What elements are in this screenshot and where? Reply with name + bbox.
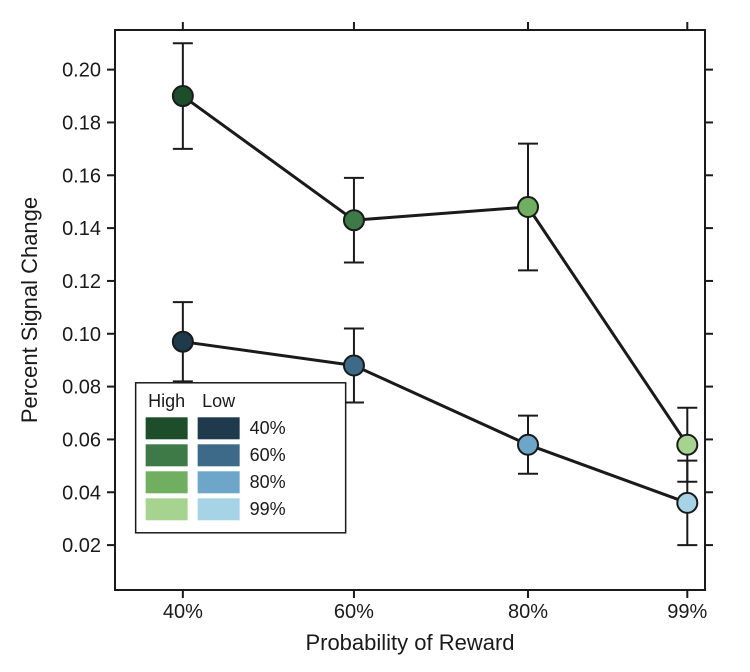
marker-high [518,197,538,217]
marker-low [518,435,538,455]
x-tick-label: 80% [508,601,548,623]
chart-container: 0.02 0.04 0.06 0.08 0.10 0.12 0.14 0.16 0.18 0.20… [0,0,750,672]
y-tick-label: 0.06 [62,429,101,451]
y-tick-label: 0.20 [62,60,101,82]
y-tick-label: 0.08 [62,377,101,399]
marker-low [677,493,697,513]
marker-low [173,332,193,352]
legend-header-low: Low [202,391,236,411]
legend-swatch-low [198,444,240,466]
legend-swatch-high [146,417,188,439]
marker-high [677,435,697,455]
y-tick-label: 0.12 [62,271,101,293]
marker-low [344,355,364,375]
marker-high [173,86,193,106]
y-tick-label: 0.14 [62,218,101,240]
chart-svg: 0.02 0.04 0.06 0.08 0.10 0.12 0.14 0.16 0.18 0.20… [0,0,750,672]
legend-row-label: 99% [250,499,286,519]
legend-header-high: High [148,391,185,411]
x-tick-label: 40% [163,601,203,623]
legend-swatch-low [198,498,240,520]
y-axis-label: Percent Signal Change [17,197,42,423]
legend-swatch-low [198,417,240,439]
x-tick-label: 99% [667,601,707,623]
y-tick-label: 0.10 [62,324,101,346]
x-axis-label: Probability of Reward [305,630,514,655]
y-tick-label: 0.02 [62,535,101,557]
legend-swatch-high [146,444,188,466]
legend: High Low 40% 60% 80% 99% [136,383,346,533]
y-tick-label: 0.16 [62,165,101,187]
legend-row-label: 80% [250,472,286,492]
legend-swatch-high [146,498,188,520]
x-tick-label: 60% [334,601,374,623]
legend-swatch-low [198,471,240,493]
legend-row-label: 40% [250,418,286,438]
y-tick-label: 0.18 [62,112,101,134]
legend-row-label: 60% [250,445,286,465]
legend-swatch-high [146,471,188,493]
y-tick-label: 0.04 [62,482,101,504]
marker-high [344,210,364,230]
